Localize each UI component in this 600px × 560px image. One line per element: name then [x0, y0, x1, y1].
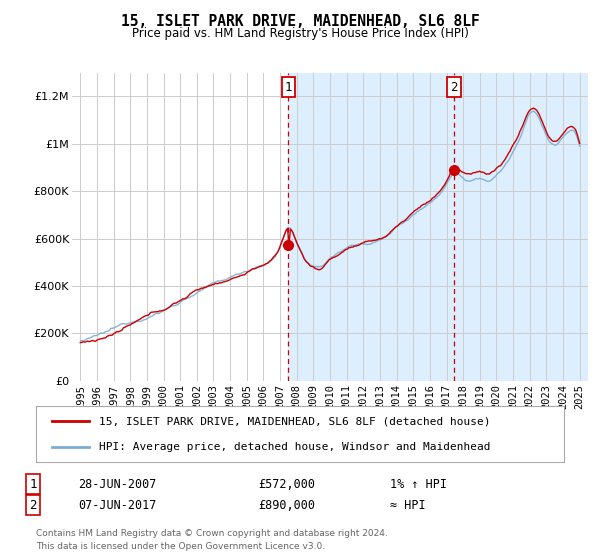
Bar: [289, 73, 588, 381]
Text: 2: 2: [450, 81, 458, 94]
Text: HPI: Average price, detached house, Windsor and Maidenhead: HPI: Average price, detached house, Wind…: [100, 442, 491, 452]
Text: 15, ISLET PARK DRIVE, MAIDENHEAD, SL6 8LF (detached house): 15, ISLET PARK DRIVE, MAIDENHEAD, SL6 8L…: [100, 416, 491, 426]
Text: Price paid vs. HM Land Registry's House Price Index (HPI): Price paid vs. HM Land Registry's House …: [131, 27, 469, 40]
Text: ≈ HPI: ≈ HPI: [390, 498, 425, 512]
Text: This data is licensed under the Open Government Licence v3.0.: This data is licensed under the Open Gov…: [36, 542, 325, 550]
Text: 07-JUN-2017: 07-JUN-2017: [78, 498, 157, 512]
Text: 28-JUN-2007: 28-JUN-2007: [78, 478, 157, 491]
Text: Contains HM Land Registry data © Crown copyright and database right 2024.: Contains HM Land Registry data © Crown c…: [36, 529, 388, 538]
Text: 15, ISLET PARK DRIVE, MAIDENHEAD, SL6 8LF: 15, ISLET PARK DRIVE, MAIDENHEAD, SL6 8L…: [121, 14, 479, 29]
Text: £890,000: £890,000: [258, 498, 315, 512]
Text: £572,000: £572,000: [258, 478, 315, 491]
Text: 1: 1: [29, 478, 37, 491]
Text: 1: 1: [284, 81, 292, 94]
Text: 2: 2: [29, 498, 37, 512]
Text: 1% ↑ HPI: 1% ↑ HPI: [390, 478, 447, 491]
